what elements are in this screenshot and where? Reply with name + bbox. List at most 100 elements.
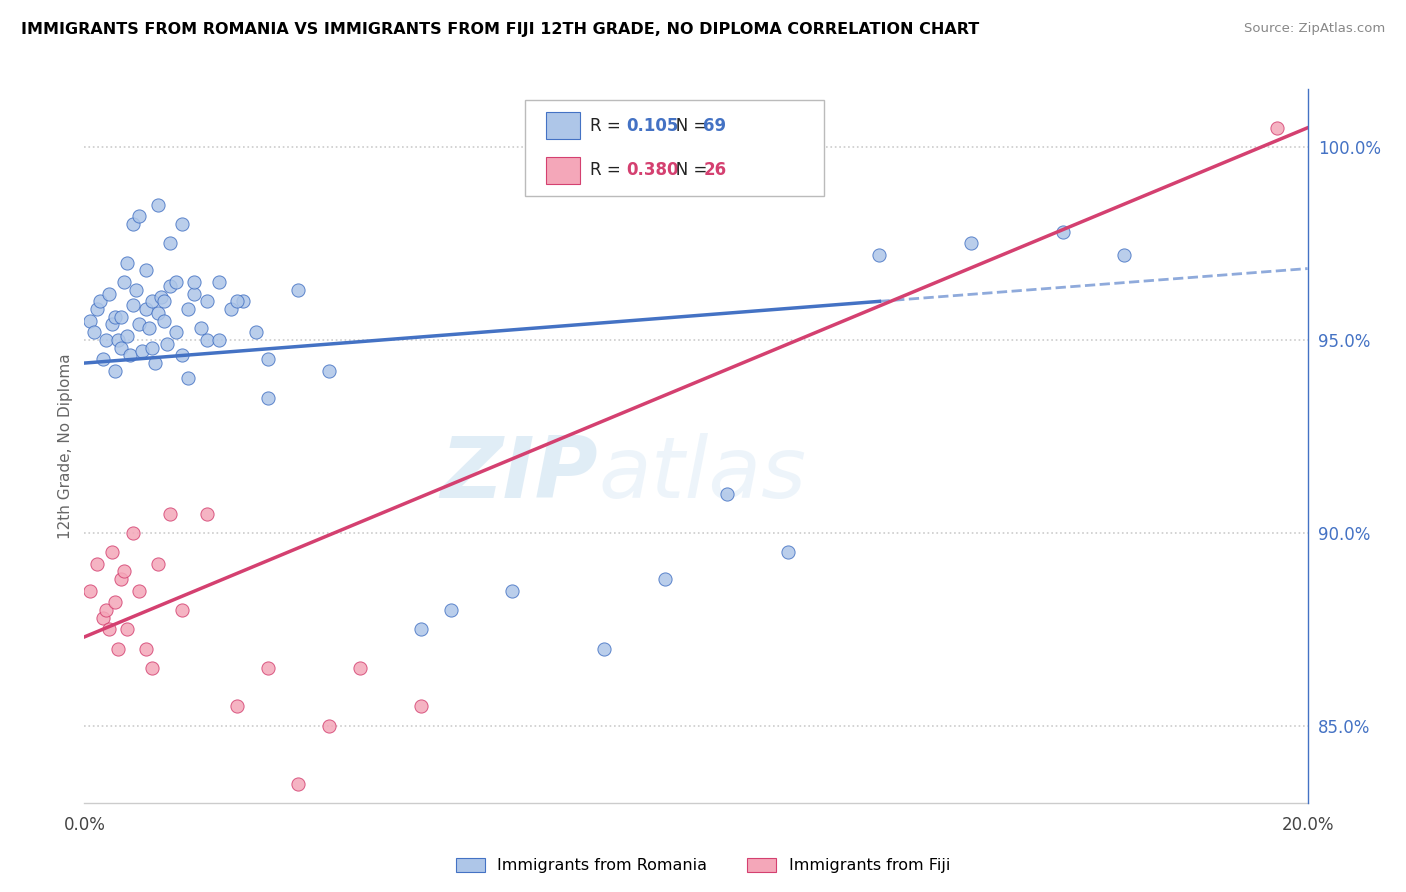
Point <box>107 333 129 347</box>
Point <box>146 306 169 320</box>
Text: IMMIGRANTS FROM ROMANIA VS IMMIGRANTS FROM FIJI 12TH GRADE, NO DIPLOMA CORRELATI: IMMIGRANTS FROM ROMANIA VS IMMIGRANTS FR… <box>21 22 980 37</box>
Point <box>226 699 249 714</box>
Point <box>110 572 132 586</box>
Legend: Immigrants from Romania, Immigrants from Fiji: Immigrants from Romania, Immigrants from… <box>450 851 956 880</box>
Point <box>1114 248 1136 262</box>
Point <box>112 565 135 579</box>
Point <box>115 329 138 343</box>
Point <box>177 371 200 385</box>
Point <box>97 622 120 636</box>
Text: N =: N = <box>661 161 713 179</box>
Point <box>257 352 280 367</box>
Point <box>219 301 242 316</box>
Point <box>125 283 148 297</box>
Text: ZIP: ZIP <box>440 433 598 516</box>
Point <box>654 572 676 586</box>
Point <box>115 622 138 636</box>
Bar <box>546 157 579 184</box>
Point <box>146 557 169 571</box>
Point <box>287 283 309 297</box>
Point <box>149 291 172 305</box>
Point <box>143 356 166 370</box>
Point <box>89 294 111 309</box>
Point <box>776 545 799 559</box>
Text: 26: 26 <box>703 161 727 179</box>
Point <box>122 298 145 312</box>
Point <box>141 341 163 355</box>
Point <box>83 325 105 339</box>
Point <box>502 583 524 598</box>
Point <box>131 344 153 359</box>
Point <box>349 661 371 675</box>
Point <box>79 313 101 327</box>
Point <box>226 294 249 309</box>
Point <box>593 641 616 656</box>
Point <box>409 622 432 636</box>
Point <box>115 256 138 270</box>
Point <box>440 603 463 617</box>
Point <box>183 286 205 301</box>
Point <box>101 318 124 332</box>
Point <box>110 310 132 324</box>
Point <box>79 583 101 598</box>
Point <box>318 364 340 378</box>
Point <box>153 294 176 309</box>
Point <box>232 294 254 309</box>
Point <box>135 641 157 656</box>
Point <box>141 661 163 675</box>
Point <box>153 313 176 327</box>
Text: atlas: atlas <box>598 433 806 516</box>
Point <box>208 333 231 347</box>
Point <box>128 583 150 598</box>
Point <box>318 719 340 733</box>
Point <box>101 545 124 559</box>
Point <box>1265 120 1288 135</box>
Point <box>141 294 163 309</box>
Text: N =: N = <box>661 117 713 135</box>
Point <box>104 595 127 609</box>
Point <box>1052 225 1074 239</box>
Point <box>165 325 187 339</box>
Point <box>190 321 212 335</box>
Point <box>135 263 157 277</box>
Point <box>159 279 181 293</box>
Point <box>122 525 145 540</box>
Point <box>128 210 150 224</box>
Point <box>172 217 194 231</box>
Point <box>716 487 738 501</box>
Point <box>91 610 114 624</box>
Point <box>135 301 157 316</box>
Text: Source: ZipAtlas.com: Source: ZipAtlas.com <box>1244 22 1385 36</box>
Point <box>245 325 267 339</box>
Point <box>138 321 160 335</box>
Text: R =: R = <box>589 161 626 179</box>
Point <box>104 310 127 324</box>
Point <box>177 301 200 316</box>
Point <box>146 198 169 212</box>
Point <box>257 661 280 675</box>
Point <box>195 507 218 521</box>
Point <box>94 603 117 617</box>
Point <box>91 352 114 367</box>
Point <box>159 507 181 521</box>
Point <box>960 236 983 251</box>
Text: 69: 69 <box>703 117 727 135</box>
Point <box>97 286 120 301</box>
Point <box>128 318 150 332</box>
Bar <box>546 112 579 139</box>
FancyBboxPatch shape <box>524 100 824 196</box>
Point <box>156 336 179 351</box>
Point <box>86 557 108 571</box>
Point <box>110 341 132 355</box>
Point <box>172 348 194 362</box>
Y-axis label: 12th Grade, No Diploma: 12th Grade, No Diploma <box>58 353 73 539</box>
Point <box>120 348 142 362</box>
Point <box>409 699 432 714</box>
Point <box>172 603 194 617</box>
Point <box>165 275 187 289</box>
Point <box>869 248 891 262</box>
Point <box>287 776 309 790</box>
Point <box>195 294 218 309</box>
Text: 0.105: 0.105 <box>626 117 679 135</box>
Point <box>86 301 108 316</box>
